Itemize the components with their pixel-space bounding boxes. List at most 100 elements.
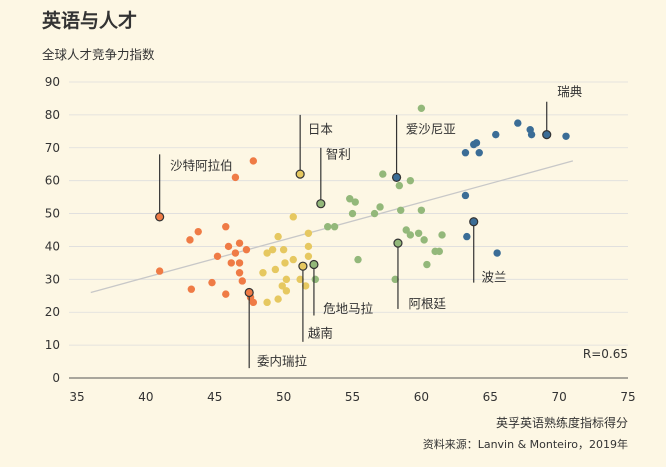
y-tick-label: 20	[45, 305, 60, 319]
x-tick-label: 60	[414, 390, 429, 404]
data-point-green	[324, 223, 332, 231]
highlighted-point	[469, 217, 479, 227]
gridlines	[69, 81, 628, 379]
data-point-green	[354, 255, 362, 264]
data-point-green	[330, 223, 339, 231]
data-point-yellow	[296, 275, 304, 284]
data-point-orange	[231, 173, 240, 182]
x-tick-label: 70	[551, 390, 566, 404]
highlighted-point	[244, 287, 254, 298]
data-point-yellow	[289, 255, 297, 264]
data-point-orange	[235, 259, 244, 267]
data-point-green	[351, 198, 359, 206]
country-label: 委内瑞拉	[257, 354, 308, 369]
data-point-yellow	[301, 282, 310, 290]
y-tick-label: 60	[45, 174, 60, 188]
data-point-yellow	[278, 282, 286, 290]
data-point-green	[311, 275, 320, 284]
data-point-green	[348, 209, 357, 218]
country-label: 智利	[326, 146, 351, 161]
data-point-yellow	[263, 249, 271, 257]
data-point-orange	[227, 259, 235, 267]
data-point-orange	[213, 252, 222, 261]
data-point-green	[395, 181, 404, 190]
data-point-green	[391, 275, 399, 284]
data-point-green	[420, 236, 428, 244]
data-point-blue	[461, 149, 470, 157]
data-point-orange	[187, 285, 196, 293]
data-point-blue	[463, 232, 471, 241]
data-point-green	[379, 170, 387, 178]
data-point-orange	[235, 269, 244, 277]
data-point-yellow	[281, 259, 289, 267]
source-note: 资料来源：Lanvin & Monteiro，2019年	[423, 437, 628, 451]
y-tick-label: 70	[45, 141, 60, 155]
data-point-green	[423, 260, 431, 269]
data-point-blue	[472, 139, 481, 147]
data-point-yellow	[304, 252, 313, 261]
y-tick-label: 50	[45, 207, 60, 221]
country-label: 沙特阿拉伯	[170, 158, 233, 173]
data-point-yellow	[259, 269, 267, 277]
y-tick-label: 40	[45, 239, 60, 253]
highlighted-point	[309, 259, 319, 270]
x-tick-label: 40	[138, 390, 153, 404]
data-point-green	[438, 231, 446, 239]
data-points	[155, 104, 570, 307]
data-point-orange	[235, 239, 244, 247]
data-point-green	[417, 104, 426, 113]
highlighted-point	[542, 130, 552, 140]
y-axis-title: 全球人才竞争力指数	[42, 47, 155, 62]
y-tick-label: 0	[52, 371, 60, 385]
x-tick-label: 55	[345, 390, 360, 404]
data-point-yellow	[274, 232, 282, 241]
data-point-orange	[249, 157, 258, 165]
data-point-blue	[493, 249, 501, 257]
country-label: 瑞典	[557, 84, 582, 99]
data-point-orange	[155, 267, 164, 275]
data-point-green	[370, 209, 379, 218]
axis-ticks: 0 10 20 30 40 50 60 70 80 90 35 40 45 50 55 60 65 70 75	[45, 75, 636, 404]
country-label: 越南	[308, 326, 333, 341]
data-point-orange	[224, 242, 233, 251]
data-point-yellow	[282, 275, 291, 284]
x-tick-label: 45	[207, 390, 222, 404]
data-point-yellow	[274, 295, 282, 303]
data-point-orange	[238, 277, 246, 285]
data-point-green	[376, 203, 384, 211]
data-point-orange	[231, 249, 240, 257]
highlighted-point	[295, 169, 305, 179]
data-point-blue	[514, 119, 522, 127]
highlighted-point	[155, 212, 165, 222]
country-label: 爱沙尼亚	[406, 122, 456, 137]
data-point-orange	[222, 290, 230, 298]
chart-title: 英语与人才	[42, 10, 138, 32]
y-tick-label: 10	[45, 338, 60, 352]
data-point-green	[402, 226, 410, 234]
x-axis-title: 英孚英语熟练度指标得分	[496, 415, 628, 430]
y-tick-label: 30	[45, 272, 60, 286]
data-point-yellow	[271, 265, 280, 274]
x-tick-label: 65	[483, 390, 498, 404]
data-point-yellow	[282, 287, 291, 295]
country-label: 波兰	[481, 270, 506, 285]
data-point-green	[397, 206, 405, 214]
data-point-blue	[461, 191, 470, 200]
data-point-yellow	[263, 298, 271, 307]
data-point-orange	[222, 223, 230, 231]
data-point-yellow	[289, 213, 297, 221]
country-label: 日本	[308, 122, 334, 137]
data-point-green	[406, 231, 415, 239]
data-point-yellow	[304, 229, 313, 237]
data-point-orange	[186, 236, 194, 244]
data-point-orange	[208, 278, 216, 287]
data-point-green	[414, 229, 423, 237]
data-point-green	[417, 206, 426, 214]
data-point-blue	[562, 132, 570, 140]
data-point-orange	[242, 246, 251, 254]
highlighted-point	[298, 261, 308, 271]
x-tick-label: 75	[620, 390, 635, 404]
data-point-blue	[492, 130, 500, 139]
country-label: 阿根廷	[408, 296, 446, 311]
